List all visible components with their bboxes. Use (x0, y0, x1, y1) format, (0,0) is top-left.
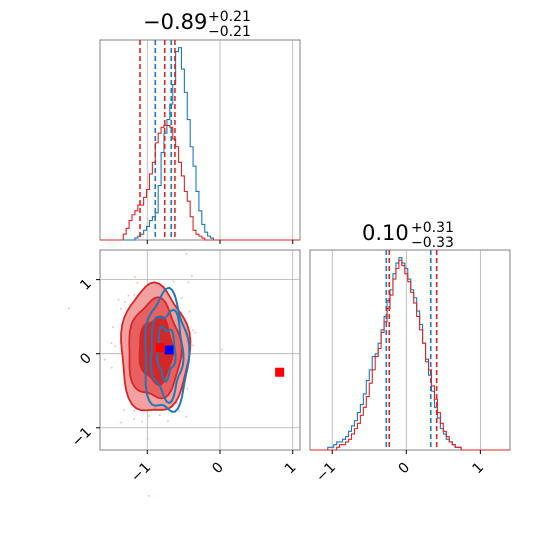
top-left-hist-series-0 (100, 47, 300, 241)
bottom-left-point-red-28 (190, 275, 193, 278)
bottom-left-point-blue-56 (158, 414, 161, 417)
bottom-right-hist-series-1 (310, 259, 510, 451)
bottom-left-point-red-6 (114, 345, 117, 348)
bottom-left-point-red-51 (147, 415, 150, 418)
blue-contour-middle (149, 308, 185, 405)
bottom-left-frame (99, 249, 301, 451)
bottom-left-markers (155, 343, 285, 377)
bottom-left-point-red-136 (178, 410, 181, 413)
bottom-left-point-red-111 (221, 348, 224, 351)
bottom-left-point-red-116 (185, 252, 188, 255)
bottom-left-point-red-37 (187, 281, 190, 284)
bottom-left-point-blue-69 (188, 310, 191, 313)
top-left-title-main: −0.89 (143, 10, 207, 34)
bottom-left-ytick-label-0: −1 (69, 424, 95, 450)
top-left-ticks (146, 240, 294, 244)
bottom-left-point-red-23 (133, 275, 136, 278)
bottom-left-point-blue-59 (180, 297, 183, 300)
bottom-left-point-red-10 (136, 281, 139, 284)
bottom-left-point-red-119 (103, 358, 106, 361)
top-left-title-plus: +0.21 (208, 9, 251, 25)
bottom-right-frame (309, 249, 511, 451)
bottom-left-point-red-118 (120, 421, 123, 424)
bottom-right-xtick-label-2: 1 (470, 460, 488, 478)
bottom-left-point-red-40 (133, 293, 136, 296)
bottom-left-ytick-label-1: 0 (77, 350, 95, 368)
bottom-right-panel: −1 0 1 0.10 +0.31 −0.33 (309, 220, 511, 485)
bottom-left-point-red-114 (194, 331, 197, 334)
bottom-left-xtick-label-2: 1 (282, 460, 300, 478)
bottom-left-point-red-30 (176, 402, 179, 405)
bottom-left-point-red-22 (185, 415, 188, 418)
bottom-left-point-red-81 (67, 307, 70, 310)
bottom-left-point-red-76 (123, 300, 126, 303)
top-left-panel: −0.89 +0.21 −0.21 (99, 9, 301, 244)
top-left-hist-series-1 (100, 124, 300, 241)
bottom-left-point-red-102 (146, 437, 149, 440)
bottom-right-histograms (310, 250, 510, 451)
bottom-left-panel: −1 0 1 −1 0 1 (67, 249, 301, 497)
bottom-right-grid (331, 250, 481, 450)
bottom-left-marker-2 (275, 367, 285, 377)
bottom-left-marker-1 (155, 343, 165, 353)
bottom-right-xtick-label-0: −1 (313, 460, 339, 486)
bottom-left-contours (120, 281, 192, 413)
bottom-left-point-red-50 (117, 298, 120, 301)
bottom-right-title-plus: +0.31 (411, 220, 454, 236)
top-left-histograms (100, 40, 300, 241)
bottom-left-point-red-98 (110, 342, 113, 345)
bottom-left-point-red-84 (192, 329, 195, 332)
bottom-left-xtick-label-0: −1 (128, 460, 154, 486)
bottom-left-point-blue-76 (172, 280, 175, 283)
bottom-left-point-red-14 (110, 366, 113, 369)
top-left-title-minus: −0.21 (208, 24, 251, 40)
bottom-left-point-red-8 (191, 344, 194, 347)
top-left-grid (146, 40, 294, 240)
bottom-left-point-red-1 (127, 294, 130, 297)
bottom-left-marker-0 (164, 345, 174, 355)
top-left-title: −0.89 +0.21 −0.21 (143, 9, 251, 40)
bottom-left-point-red-93 (133, 409, 136, 412)
bottom-left-point-red-38 (141, 420, 144, 423)
bottom-left-point-blue-17 (186, 387, 189, 390)
top-left-frame (99, 39, 301, 241)
bottom-right-xtick-label-1: 0 (396, 460, 414, 478)
bottom-right-title: 0.10 +0.31 −0.33 (362, 220, 454, 251)
bottom-left-point-blue-85 (167, 419, 170, 422)
bottom-left-point-red-101 (147, 494, 150, 497)
bottom-left-point-red-109 (133, 417, 136, 420)
bottom-left-point-red-48 (119, 307, 122, 310)
bottom-left-xtick-label-1: 0 (209, 460, 227, 478)
bottom-right-ticks: −1 0 1 (313, 450, 487, 485)
bottom-left-point-red-100 (111, 326, 114, 329)
bottom-right-title-main: 0.10 (362, 221, 409, 245)
blue-contour-outer (144, 286, 191, 413)
bottom-left-ytick-label-2: 1 (77, 276, 95, 294)
bottom-left-point-red-137 (123, 409, 126, 412)
bottom-right-title-minus: −0.33 (411, 235, 454, 251)
